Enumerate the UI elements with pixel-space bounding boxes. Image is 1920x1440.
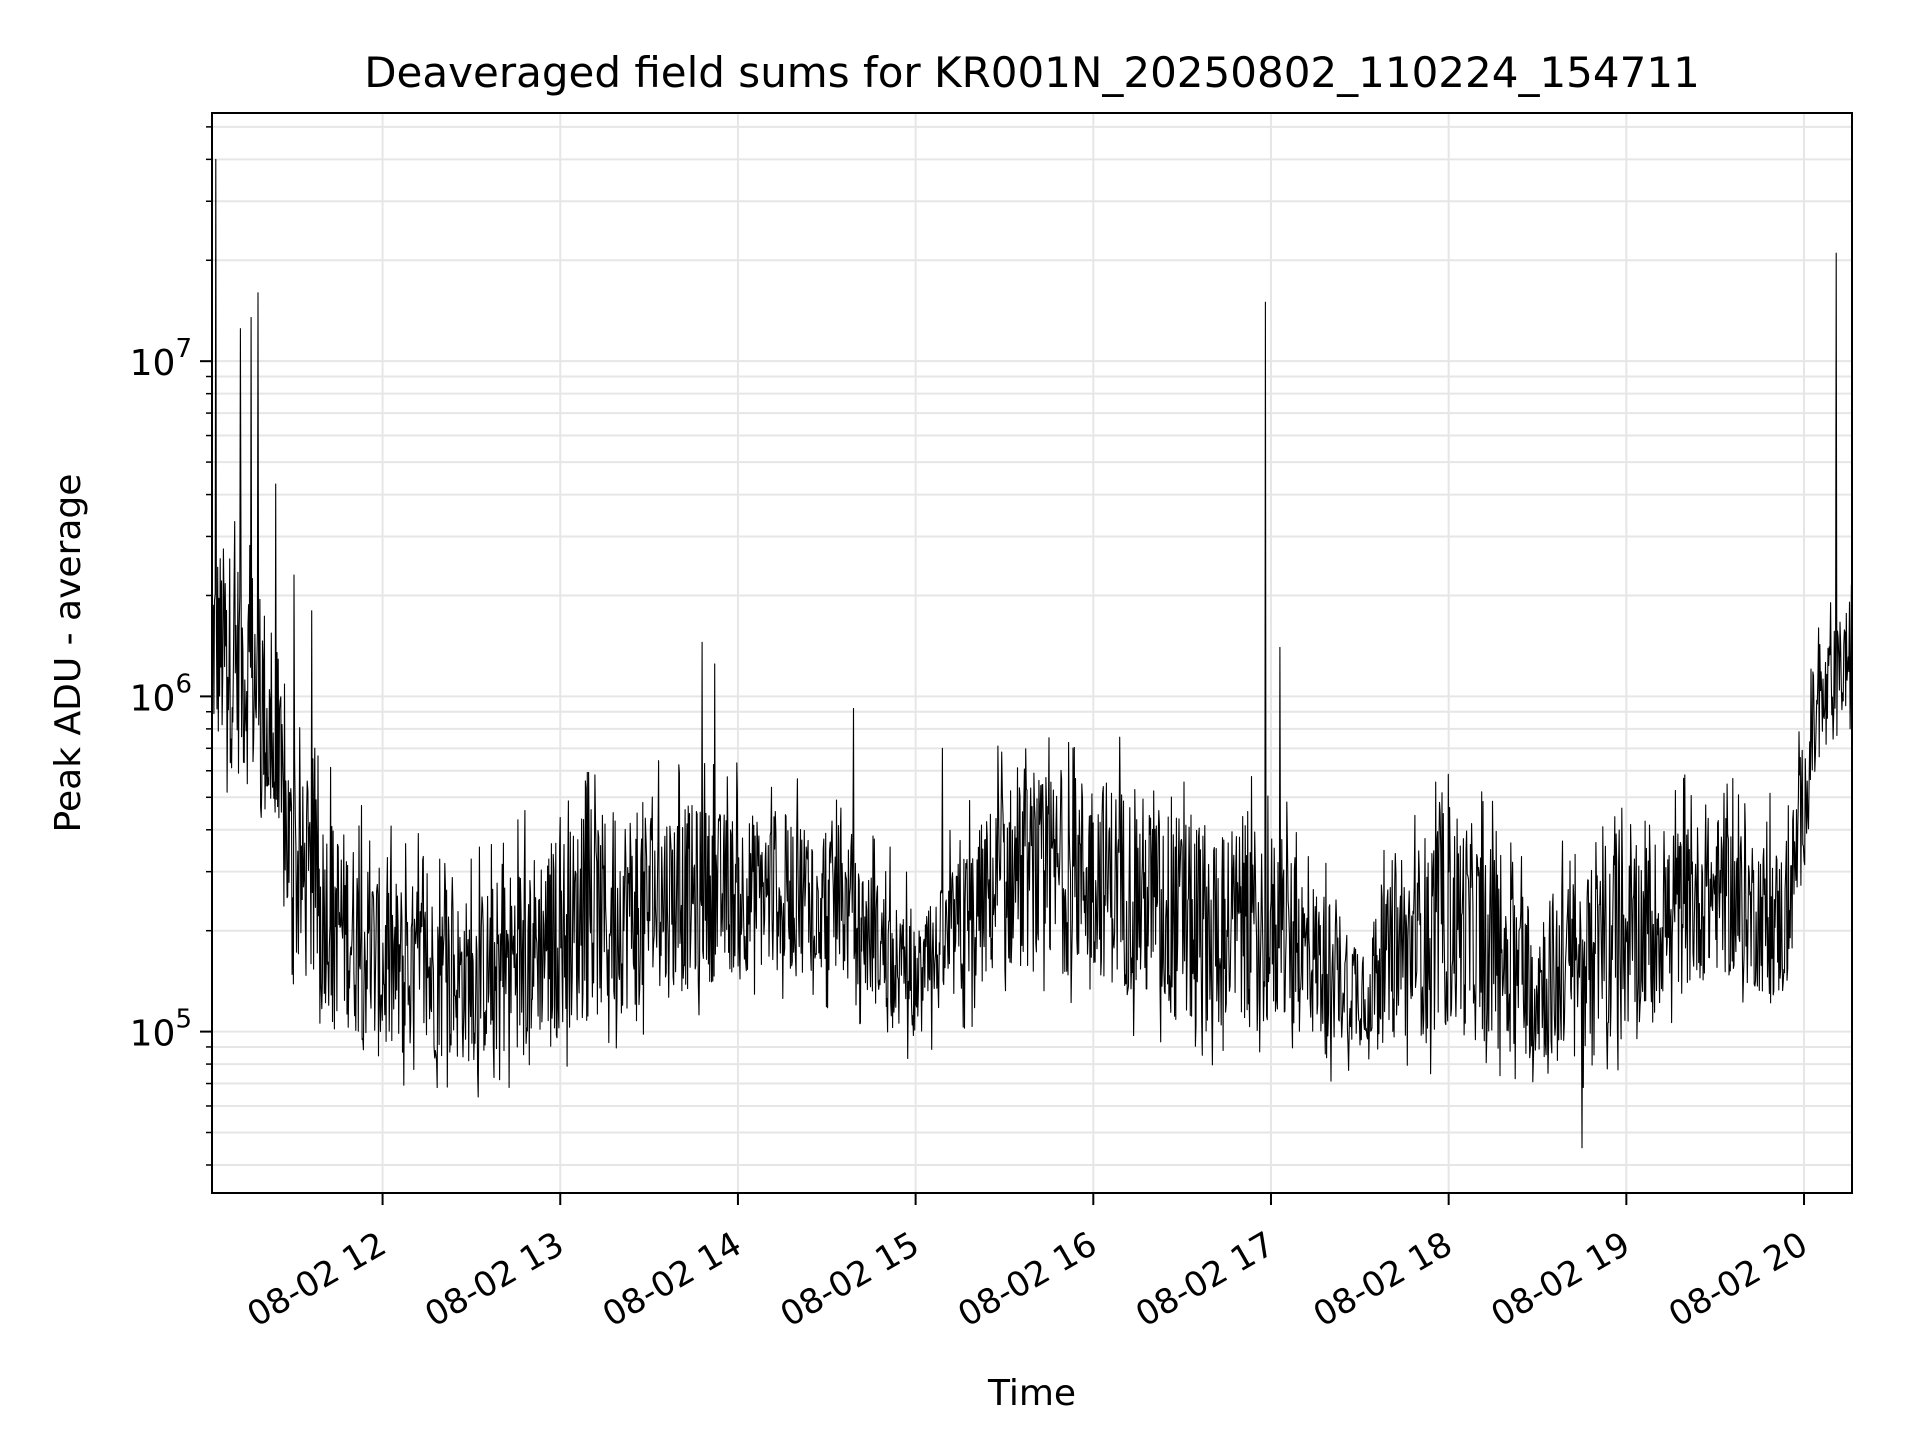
y-tick-exponent: 6 <box>175 669 192 699</box>
chart-title: Deaveraged field sums for KR001N_2025080… <box>364 48 1700 97</box>
y-tick-label: 106 <box>130 669 192 719</box>
series-path <box>211 158 1853 1149</box>
grid <box>212 113 1852 1193</box>
y-axis-label: Peak ADU - average <box>48 474 89 833</box>
y-tick-label: 105 <box>130 1005 192 1055</box>
series-line <box>211 158 1853 1149</box>
y-tick-base: 10 <box>130 1014 176 1055</box>
y-tick-base: 10 <box>130 343 176 384</box>
y-tick-base: 10 <box>130 678 176 719</box>
y-tick-exponent: 5 <box>175 1005 192 1035</box>
y-tick-exponent: 7 <box>175 334 192 364</box>
plot-frame <box>211 112 1853 1194</box>
x-axis-label: Time <box>987 1373 1076 1414</box>
y-tick-label: 107 <box>130 334 192 384</box>
